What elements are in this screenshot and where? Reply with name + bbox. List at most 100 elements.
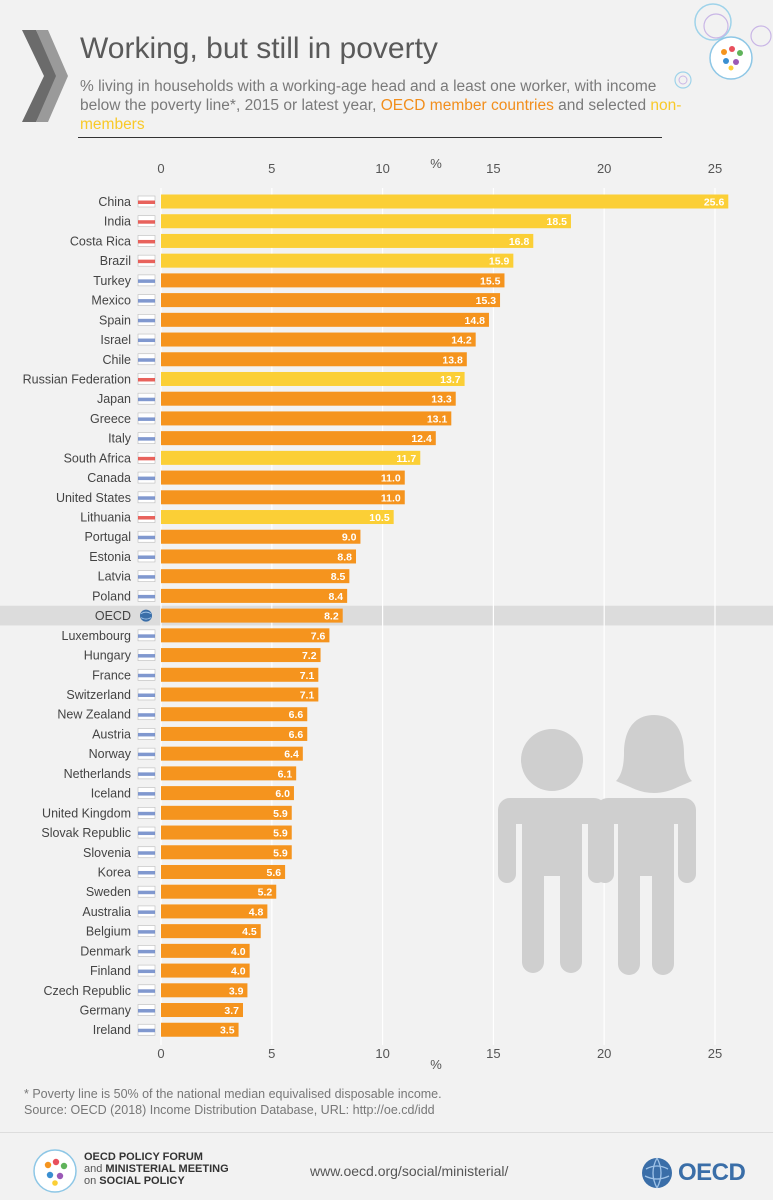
bar-value-label: 6.4: [284, 749, 299, 761]
category-label: Israel: [100, 333, 131, 347]
bar-chart: 0 0 5 5 10 10 15 15 20 20 25 25%% 25.6 18.5 16.8 15.9 1…: [0, 156, 773, 1072]
flag-stripe: [138, 851, 155, 855]
flag-stripe: [138, 772, 155, 776]
bar-value-label: 6.6: [289, 729, 304, 741]
bar-value-label: 7.2: [302, 650, 317, 662]
flag-stripe: [138, 1028, 155, 1033]
bar: [161, 312, 489, 327]
flag-stripe: [138, 1009, 155, 1013]
category-label: United States: [56, 491, 131, 505]
flag-stripe: [138, 535, 155, 540]
flag-stripe: [138, 989, 155, 993]
globe-icon: [642, 1157, 672, 1189]
category-label: Greece: [90, 412, 131, 426]
oecd-logo-text: OECD: [678, 1159, 746, 1186]
bar-value-label: 6.1: [278, 768, 293, 780]
category-label: Slovenia: [83, 846, 131, 860]
bar: [161, 786, 294, 801]
bar: [161, 707, 308, 722]
bar: [161, 332, 476, 347]
flag-stripe: [138, 575, 155, 579]
subtitle-prefix: below the poverty line*, 2015 or latest …: [80, 97, 381, 114]
flag-stripe: [138, 318, 155, 323]
forum-line-2-a: and: [84, 1163, 106, 1175]
ministerial-url-link[interactable]: www.oecd.org/social/ministerial/: [310, 1163, 509, 1179]
x-tick-label-bottom: 15: [486, 1046, 500, 1061]
flag-stripe: [138, 654, 155, 658]
category-label: New Zealand: [57, 708, 131, 722]
bar: [161, 726, 308, 741]
bar-value-label: 5.9: [273, 808, 288, 820]
x-tick-label-bottom: 10: [375, 1046, 389, 1061]
flag-stripe: [138, 890, 155, 895]
forum-line-1: OECD POLICY FORUM: [84, 1151, 203, 1163]
oecd-globe-lines: [140, 611, 152, 620]
bar-value-label: 4.0: [231, 946, 246, 958]
bar-value-label: 4.8: [249, 906, 264, 918]
x-tick-label-top: 10: [375, 161, 389, 176]
bar: [161, 194, 729, 209]
x-tick-label-top: 0: [157, 161, 164, 176]
bar-value-label: 4.5: [242, 926, 257, 938]
x-axis-unit-top: %: [430, 156, 442, 171]
flag-stripe: [138, 496, 155, 500]
flag-stripe: [138, 437, 155, 441]
flag-stripe: [138, 693, 155, 697]
legend-non-members: non-members: [80, 97, 682, 133]
category-label: Costa Rica: [70, 234, 131, 248]
bar-value-label: 16.8: [509, 236, 530, 248]
flag-stripe: [138, 397, 155, 402]
flag-stripe: [138, 870, 155, 875]
flag-stripe: [138, 200, 155, 204]
bar-value-label: 11.7: [396, 453, 416, 465]
flag-stripe: [138, 239, 155, 244]
category-label: Czech Republic: [43, 984, 131, 998]
policy-forum-logo-icon: [33, 1149, 77, 1193]
category-label: Finland: [90, 964, 131, 978]
bar: [161, 352, 467, 367]
category-label: France: [92, 668, 131, 682]
flag-stripe: [138, 930, 155, 934]
flag-stripe: [138, 713, 155, 717]
category-label: Canada: [87, 471, 131, 485]
title-divider: [78, 137, 662, 138]
bar-value-label: 6.0: [275, 788, 290, 800]
flag-stripe: [138, 831, 155, 836]
category-label: South Africa: [64, 451, 131, 465]
bar: [161, 293, 501, 308]
bar: [161, 904, 268, 919]
bar-value-label: 15.5: [480, 275, 501, 287]
bar-value-label: 7.6: [311, 630, 326, 642]
flag-stripe: [138, 594, 155, 599]
flag-stripe: [138, 338, 155, 343]
bar-value-label: 3.9: [229, 985, 244, 997]
forum-line-3: on SOCIAL POLICY: [84, 1175, 229, 1187]
bar-value-label: 8.8: [337, 551, 352, 563]
category-label: Hungary: [84, 649, 132, 663]
category-label: Norway: [89, 747, 132, 761]
category-label: Iceland: [91, 787, 131, 801]
bar: [161, 746, 303, 761]
bar: [161, 825, 292, 840]
bar-value-label: 13.8: [442, 354, 463, 366]
bar-value-label: 5.9: [273, 828, 288, 840]
bar-value-label: 3.5: [220, 1025, 235, 1037]
bar-value-label: 8.2: [324, 611, 339, 623]
bar: [161, 648, 321, 663]
bar: [161, 766, 297, 781]
bar-value-label: 11.0: [381, 473, 401, 485]
legend-members: OECD member countries: [380, 97, 554, 114]
bar-value-label: 7.1: [300, 690, 315, 702]
category-label: Slovak Republic: [41, 826, 131, 840]
x-tick-label-top: 5: [268, 161, 275, 176]
bar: [161, 490, 405, 505]
bar: [161, 431, 436, 446]
bar-value-label: 5.2: [258, 887, 273, 899]
bar-value-label: 9.0: [342, 532, 357, 544]
bar: [161, 411, 452, 426]
bar: [161, 253, 514, 268]
subtitle-and: and selected: [553, 97, 651, 114]
category-label: Spain: [99, 313, 131, 327]
footnote-definition: * Poverty line is 50% of the national me…: [24, 1087, 442, 1101]
bar: [161, 1003, 243, 1018]
